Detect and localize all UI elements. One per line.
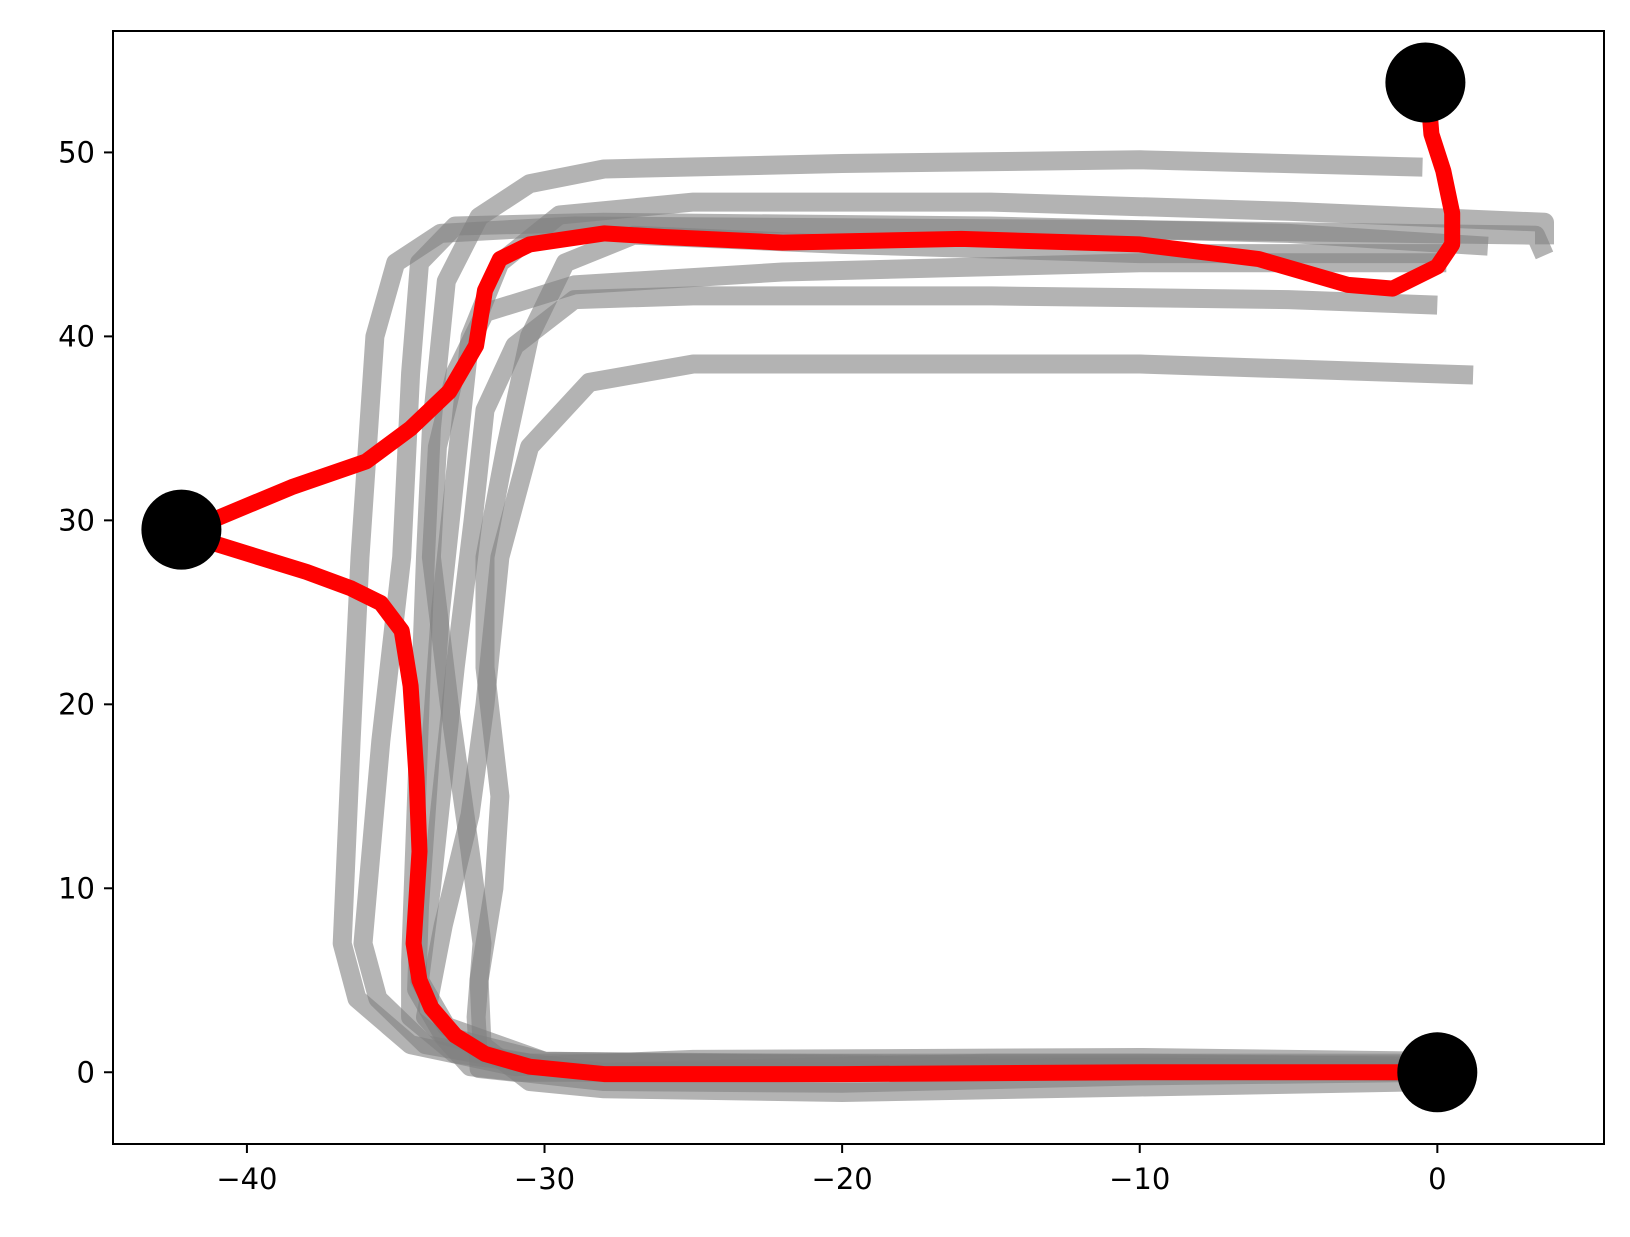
x-tick-label: −40 [216, 1162, 277, 1196]
axes-frame [112, 30, 1605, 1145]
y-tick-label: 10 [58, 871, 95, 905]
x-tick-label: −20 [812, 1162, 873, 1196]
series-layer [173, 96, 1554, 1102]
y-tick-label: 50 [58, 135, 95, 169]
y-tick-label: 40 [58, 319, 95, 353]
y-axis: 0 10 20 30 40 50 [58, 135, 113, 1089]
y-tick-label: 0 [77, 1055, 95, 1089]
x-axis: −40 −30 −20 −10 0 [216, 1144, 1447, 1196]
waypoint-marker-2 [141, 489, 222, 570]
marker-layer [141, 42, 1478, 1113]
reference-trajectory-line [173, 96, 1461, 1083]
waypoint-marker-3 [1385, 42, 1466, 123]
demo-trajectory-line-4 [410, 286, 1438, 1079]
x-tick-label: 0 [1428, 1162, 1446, 1196]
y-tick-label: 20 [58, 687, 95, 721]
y-tick-label: 30 [58, 503, 95, 537]
waypoint-marker-1 [1397, 1032, 1478, 1113]
x-tick-label: −30 [514, 1162, 575, 1196]
x-tick-label: −10 [1109, 1162, 1170, 1196]
